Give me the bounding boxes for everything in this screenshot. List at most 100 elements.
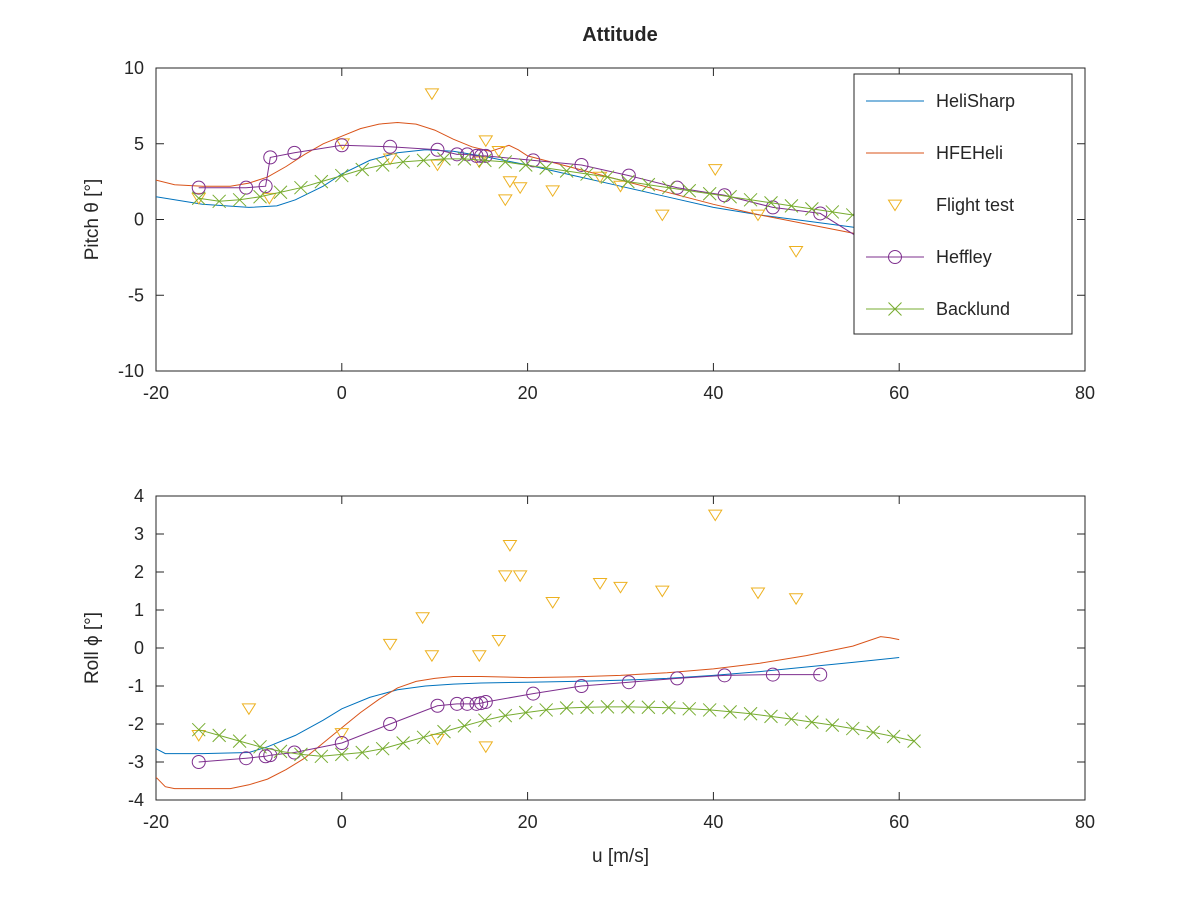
data-point-backlund: [416, 730, 431, 745]
data-point-backlund: [518, 705, 533, 720]
legend-marker: [888, 250, 902, 264]
data-point-backlund: [355, 745, 370, 760]
data-point-backlund: [478, 153, 492, 168]
data-point-backlund: [437, 152, 451, 166]
data-point-heffley: [449, 696, 464, 711]
y-tick-label: -10: [118, 361, 144, 381]
data-point-flight-test: [502, 176, 518, 189]
data-point-backlund: [682, 701, 697, 716]
data-point-flight-test: [191, 730, 207, 742]
data-point-flight-test: [654, 585, 670, 598]
series-line-hfeheli: [156, 636, 900, 790]
data-point-flight-test: [334, 728, 350, 740]
series-hfeheli: [156, 121, 900, 288]
data-point-backlund: [621, 700, 635, 714]
data-point-flight-test: [707, 509, 723, 522]
data-point-flight-test: [491, 145, 507, 158]
data-point-backlund: [682, 183, 697, 198]
data-point-backlund: [621, 174, 635, 189]
data-point-backlund: [600, 700, 615, 714]
data-point-heffley: [449, 147, 464, 162]
data-point-backlund: [334, 747, 349, 762]
data-point-flight-test: [382, 153, 398, 166]
data-point-heffley: [239, 180, 254, 195]
y-tick-label: 4: [134, 486, 144, 506]
data-point-flight-test: [545, 597, 561, 609]
x-axis-label: u [m/s]: [592, 846, 649, 867]
data-point-heffley: [258, 179, 273, 194]
legend-label: HeliSharp: [936, 91, 1015, 111]
data-point-heffley: [383, 139, 398, 154]
series-backlund: [191, 700, 921, 764]
data-point-backlund: [866, 725, 881, 740]
data-point-flight-test: [592, 578, 608, 590]
data-point-backlund: [661, 180, 676, 195]
y-tick-label: -5: [128, 285, 144, 305]
data-point-backlund: [580, 700, 594, 715]
data-point-heffley: [574, 679, 589, 693]
data-point-heffley: [717, 668, 732, 683]
data-point-backlund: [907, 734, 921, 748]
data-point-flight-test: [415, 612, 431, 625]
data-point-backlund: [600, 170, 615, 184]
data-point-backlund: [805, 202, 819, 216]
data-point-heffley: [430, 142, 445, 157]
data-point-heffley: [191, 755, 206, 769]
data-point-backlund: [498, 155, 513, 169]
data-point-heffley: [474, 148, 489, 163]
series-line-helisharp: [156, 657, 900, 755]
figure-title: Attitude: [582, 24, 658, 46]
data-point-backlund: [641, 177, 656, 192]
data-point-backlund: [764, 709, 778, 724]
x-tick-label: 80: [1075, 812, 1095, 832]
series-flight-test: [191, 509, 804, 754]
legend: HeliSharp HFEHeli Flight test Heffley Backlu…: [853, 73, 1073, 335]
data-point-heffley: [526, 153, 541, 168]
data-point-backlund: [273, 744, 288, 759]
data-point-heffley: [460, 696, 475, 711]
data-point-flight-test: [512, 570, 528, 583]
data-point-flight-test: [478, 135, 494, 148]
data-point-flight-test: [592, 171, 608, 184]
data-point-flight-test: [471, 650, 487, 663]
data-point-backlund: [743, 192, 758, 207]
legend-entry-backlund: Backlund: [866, 299, 1010, 319]
data-point-flight-test: [497, 570, 513, 583]
y-axis-label: Roll ϕ [°]: [82, 612, 103, 684]
data-point-backlund: [845, 721, 860, 736]
data-point-heffley: [191, 180, 206, 195]
data-point-flight-test: [750, 587, 766, 600]
data-point-flight-test: [382, 638, 398, 651]
data-point-flight-test: [788, 593, 804, 606]
data-point-backlund: [784, 199, 799, 213]
data-point-backlund: [518, 158, 533, 172]
data-point-heffley: [813, 667, 828, 682]
data-point-backlund: [661, 700, 676, 715]
data-point-flight-test: [424, 88, 440, 101]
data-point-backlund: [253, 739, 267, 754]
series-helisharp: [156, 657, 900, 755]
y-tick-label: -3: [128, 752, 144, 772]
data-point-backlund: [702, 186, 717, 201]
x-tick-label: 60: [889, 812, 909, 832]
data-point-backlund: [559, 701, 574, 715]
data-point-heffley: [383, 717, 398, 731]
data-point-heffley: [574, 157, 589, 172]
y-tick-label: -2: [128, 714, 144, 734]
y-tick-label: -1: [128, 676, 144, 696]
series-line-helisharp: [156, 149, 900, 233]
x-tick-label: -20: [143, 383, 169, 403]
y-tick-label: 0: [134, 638, 144, 658]
data-point-flight-test: [424, 650, 440, 663]
legend-label: Heffley: [936, 247, 992, 267]
legend-label: HFEHeli: [936, 143, 1003, 163]
data-point-backlund: [416, 153, 431, 168]
legend-entry-heffley: Heffley: [866, 247, 992, 267]
data-point-flight-test: [478, 741, 494, 754]
legend-marker: [887, 199, 903, 212]
x-tick-label: 20: [518, 812, 538, 832]
data-point-flight-test: [613, 581, 628, 594]
data-point-backlund: [805, 715, 819, 729]
data-point-backlund: [702, 703, 717, 717]
